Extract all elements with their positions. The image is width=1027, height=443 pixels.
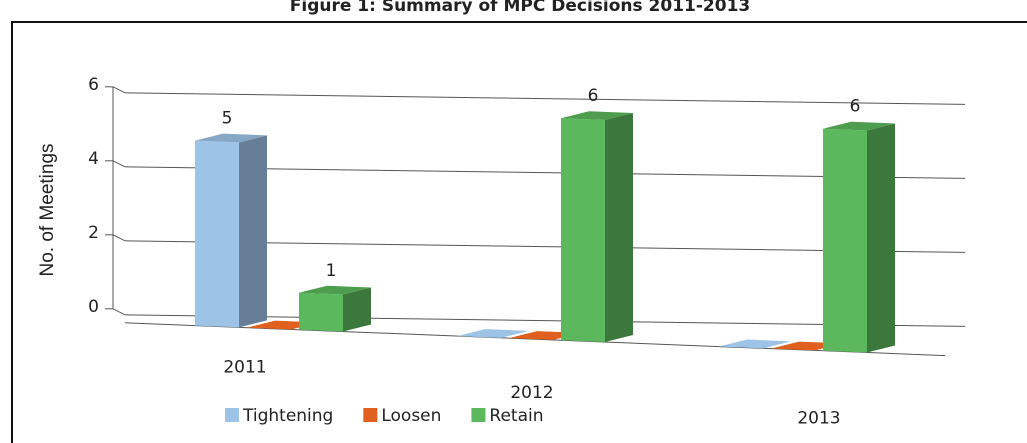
x-tick-label: 2013 xyxy=(797,409,840,429)
bar xyxy=(299,285,371,332)
bar xyxy=(561,111,633,343)
y-axis-label: No. of Meetings xyxy=(37,143,58,276)
bar xyxy=(195,133,267,328)
bar xyxy=(719,339,791,349)
bar-side xyxy=(239,135,267,328)
bar xyxy=(457,329,529,338)
bar xyxy=(823,121,895,353)
bar-front xyxy=(823,128,867,353)
grid-line xyxy=(112,160,966,179)
bar-top xyxy=(561,111,633,120)
bar-front xyxy=(195,140,239,328)
legend-swatch xyxy=(471,408,486,422)
data-label: 1 xyxy=(326,261,337,281)
data-label: 6 xyxy=(850,97,861,117)
x-tick-label: 2011 xyxy=(223,358,266,378)
y-tick-label: 2 xyxy=(88,223,99,243)
bar-top xyxy=(299,285,371,295)
y-tick-label: 6 xyxy=(88,75,99,95)
bar-top xyxy=(457,329,529,338)
legend-swatch xyxy=(363,408,378,422)
grid-line xyxy=(112,86,966,105)
bar-top xyxy=(719,339,791,349)
bar-top xyxy=(823,121,895,131)
chart-frame xyxy=(11,21,1027,443)
chart-title: Figure 1: Summary of MPC Decisions 2011-… xyxy=(290,0,750,16)
grid-line xyxy=(112,308,966,327)
legend-label: Loosen xyxy=(381,406,441,426)
legend-label: Retain xyxy=(489,406,543,426)
bar-side xyxy=(605,113,633,342)
legend-swatch xyxy=(225,408,239,422)
bar-side xyxy=(867,123,895,353)
x-axis xyxy=(124,322,946,357)
bar-top xyxy=(195,133,267,143)
data-label: 6 xyxy=(588,86,599,106)
bar-front xyxy=(561,118,605,343)
y-tick-label: 0 xyxy=(88,297,99,317)
bar-front xyxy=(299,292,343,332)
data-label: 5 xyxy=(222,109,233,129)
grid-line xyxy=(112,234,966,253)
y-tick-label: 4 xyxy=(88,149,99,169)
bar-side xyxy=(343,287,371,332)
legend-label: Tightening xyxy=(242,406,333,426)
x-tick-label: 2012 xyxy=(510,383,553,403)
